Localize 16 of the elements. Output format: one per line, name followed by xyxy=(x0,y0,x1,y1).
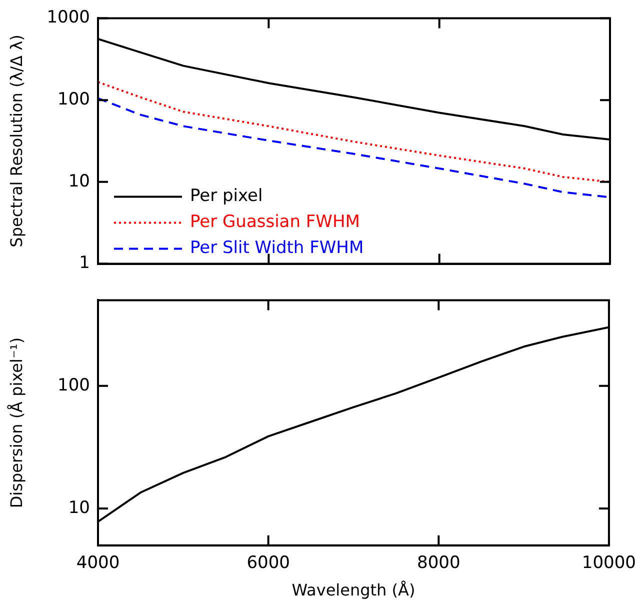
legend-label: Per Slit Width FWHM xyxy=(190,238,364,258)
y-tick-label: 1000 xyxy=(46,8,90,28)
y-tick-label: 100 xyxy=(58,89,90,110)
y-tick-label: 100 xyxy=(58,375,90,396)
x-tick-label: 6000 xyxy=(246,553,290,574)
y-tick-label: 10 xyxy=(68,498,90,518)
legend-label: Per pixel xyxy=(190,186,263,206)
y-axis-title: Dispersion (Å pixel⁻¹) xyxy=(6,337,26,508)
x-tick-label: 4000 xyxy=(76,553,120,574)
legend-label: Per Guassian FWHM xyxy=(190,212,360,232)
x-axis-title: Wavelength (Å) xyxy=(292,580,416,600)
y-tick-label: 1 xyxy=(79,253,90,274)
y-tick-label: 10 xyxy=(68,171,90,192)
y-axis-title: Spectral Resolution (λ/Δ λ) xyxy=(6,34,26,248)
x-tick-label: 8000 xyxy=(417,553,460,574)
x-tick-label: 10000 xyxy=(582,553,636,574)
